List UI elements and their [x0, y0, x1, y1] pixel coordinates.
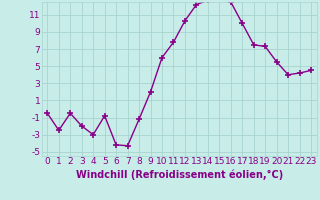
X-axis label: Windchill (Refroidissement éolien,°C): Windchill (Refroidissement éolien,°C)	[76, 169, 283, 180]
